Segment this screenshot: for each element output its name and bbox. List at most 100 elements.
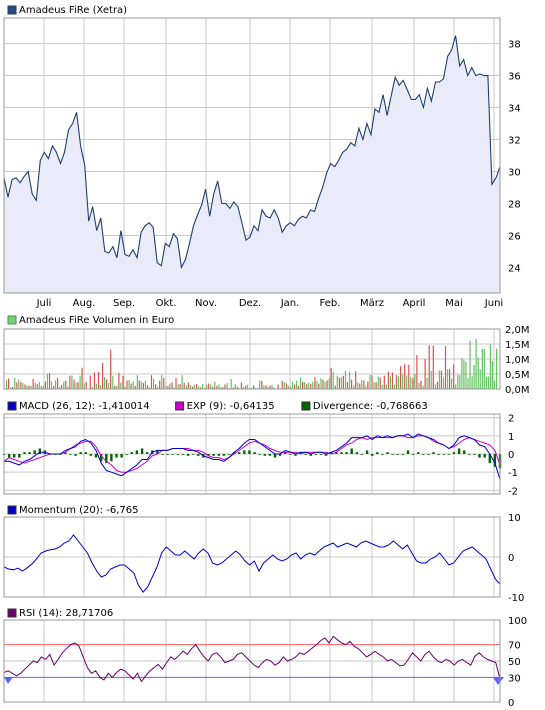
volume-bar-up xyxy=(336,375,338,389)
volume-bar-up xyxy=(471,376,473,389)
volume-bar-up xyxy=(104,377,106,389)
volume-bar-up xyxy=(255,387,257,389)
divergence-bar xyxy=(212,454,215,456)
volume-bar-up xyxy=(422,385,424,389)
macd-lines xyxy=(3,433,501,480)
volume-bar-down xyxy=(232,387,234,389)
volume-bar-up xyxy=(189,384,191,389)
volume-bar-down xyxy=(163,377,165,389)
divergence-bar xyxy=(294,454,297,456)
volume-bar-down xyxy=(102,362,104,389)
volume-bar-up xyxy=(361,380,363,389)
volume-bar-up xyxy=(385,384,387,389)
divergence-bar xyxy=(432,452,435,454)
volume-bar-up xyxy=(463,359,465,389)
volume-bar-up xyxy=(267,386,269,389)
volume-bar-down xyxy=(12,386,14,389)
divergence-bar xyxy=(273,454,277,458)
volume-bar-down xyxy=(342,375,344,389)
volume-bar-up xyxy=(373,382,375,389)
rsi-grid xyxy=(3,620,501,702)
y-tick-label: 32 xyxy=(508,136,521,147)
volume-bar-down xyxy=(16,382,18,389)
divergence-bar xyxy=(340,452,343,454)
divergence-bar xyxy=(238,452,241,454)
volume-bar-down xyxy=(387,371,389,389)
y-tick-label: -2 xyxy=(508,486,518,497)
divergence-bar xyxy=(437,454,440,455)
volume-panel: Amadeus FiRe Volumen in Euro 0,0M 0,5M 1,0… xyxy=(3,315,530,396)
divergence-bar xyxy=(217,454,220,456)
volume-bar-up xyxy=(316,380,318,389)
volume-bar-up xyxy=(300,377,302,389)
x-tick-label: Aug. xyxy=(73,298,96,309)
volume-bar-down xyxy=(130,383,132,389)
divergence-bar xyxy=(258,454,261,455)
y-tick-label: 1,5M xyxy=(505,340,530,351)
volume-bar-down xyxy=(322,379,324,389)
legend-swatch xyxy=(301,401,311,411)
y-tick-label: 24 xyxy=(508,263,521,274)
volume-bar-down xyxy=(273,387,275,389)
volume-bar-up xyxy=(365,385,367,389)
volume-bar-down xyxy=(175,377,177,389)
volume-bar-up xyxy=(291,381,293,389)
divergence-bar xyxy=(23,452,26,454)
volume-bar-up xyxy=(193,384,195,389)
volume-bar-down xyxy=(32,378,34,389)
volume-bar-up xyxy=(332,372,334,389)
volume-bar-down xyxy=(375,382,377,389)
momentum-series-line xyxy=(3,534,501,594)
volume-bar-down xyxy=(346,382,349,389)
rsi-right-marker xyxy=(493,677,504,685)
macd-legend: MACD (26, 12): -1,410014 EXP (9): -0,6413… xyxy=(7,401,428,412)
volume-bar-up xyxy=(197,386,200,389)
volume-bar-up xyxy=(295,380,298,389)
volume-bar-up xyxy=(165,385,167,389)
volume-bar-down xyxy=(453,364,455,389)
volume-bar-down xyxy=(408,364,410,389)
divergence-bar xyxy=(289,454,292,455)
volume-bar-down xyxy=(420,380,422,389)
volume-bar-up xyxy=(26,385,28,389)
volume-bar-down xyxy=(306,384,308,389)
momentum-grid xyxy=(3,516,501,598)
x-tick-label: Juni xyxy=(484,298,503,309)
divergence-bar xyxy=(268,454,272,456)
divergence-bar xyxy=(232,452,236,454)
volume-bar-down xyxy=(297,386,300,389)
divergence-bar xyxy=(161,454,164,455)
volume-bar-down xyxy=(199,387,202,389)
divergence-bar xyxy=(110,454,113,462)
price-plot-frame xyxy=(3,17,501,294)
rsi-legend: RSI (14): 28,71706 xyxy=(7,608,113,619)
volume-bar-up xyxy=(459,375,461,389)
divergence-bar xyxy=(166,454,169,455)
y-tick-label: 70 xyxy=(508,641,521,652)
volume-bar-up xyxy=(185,385,187,389)
volume-bar-down xyxy=(150,375,153,389)
divergence-bar xyxy=(365,450,369,454)
volume-bar-up xyxy=(455,384,457,389)
divergence-bar xyxy=(192,454,195,455)
volume-bar-down xyxy=(20,381,22,389)
volume-bar-down xyxy=(220,387,222,389)
volume-bar-down xyxy=(85,382,87,389)
divergence-bar xyxy=(386,452,389,454)
volume-bar-down xyxy=(65,380,67,389)
volume-bar-up xyxy=(161,374,163,389)
volume-bar-up xyxy=(324,381,326,389)
divergence-bar xyxy=(427,454,430,455)
divergence-bar xyxy=(468,454,471,455)
volume-bar-up xyxy=(246,384,249,389)
volume-bar-up xyxy=(210,384,212,389)
volume-bar-up xyxy=(63,381,65,389)
divergence-bar xyxy=(89,454,93,456)
volume-bar-up xyxy=(50,381,53,389)
divergence-bar xyxy=(473,454,476,455)
volume-bar-down xyxy=(77,382,79,389)
divergence-bar xyxy=(100,454,103,462)
volume-bar-down xyxy=(334,385,336,389)
volume-bar-down xyxy=(73,379,75,389)
